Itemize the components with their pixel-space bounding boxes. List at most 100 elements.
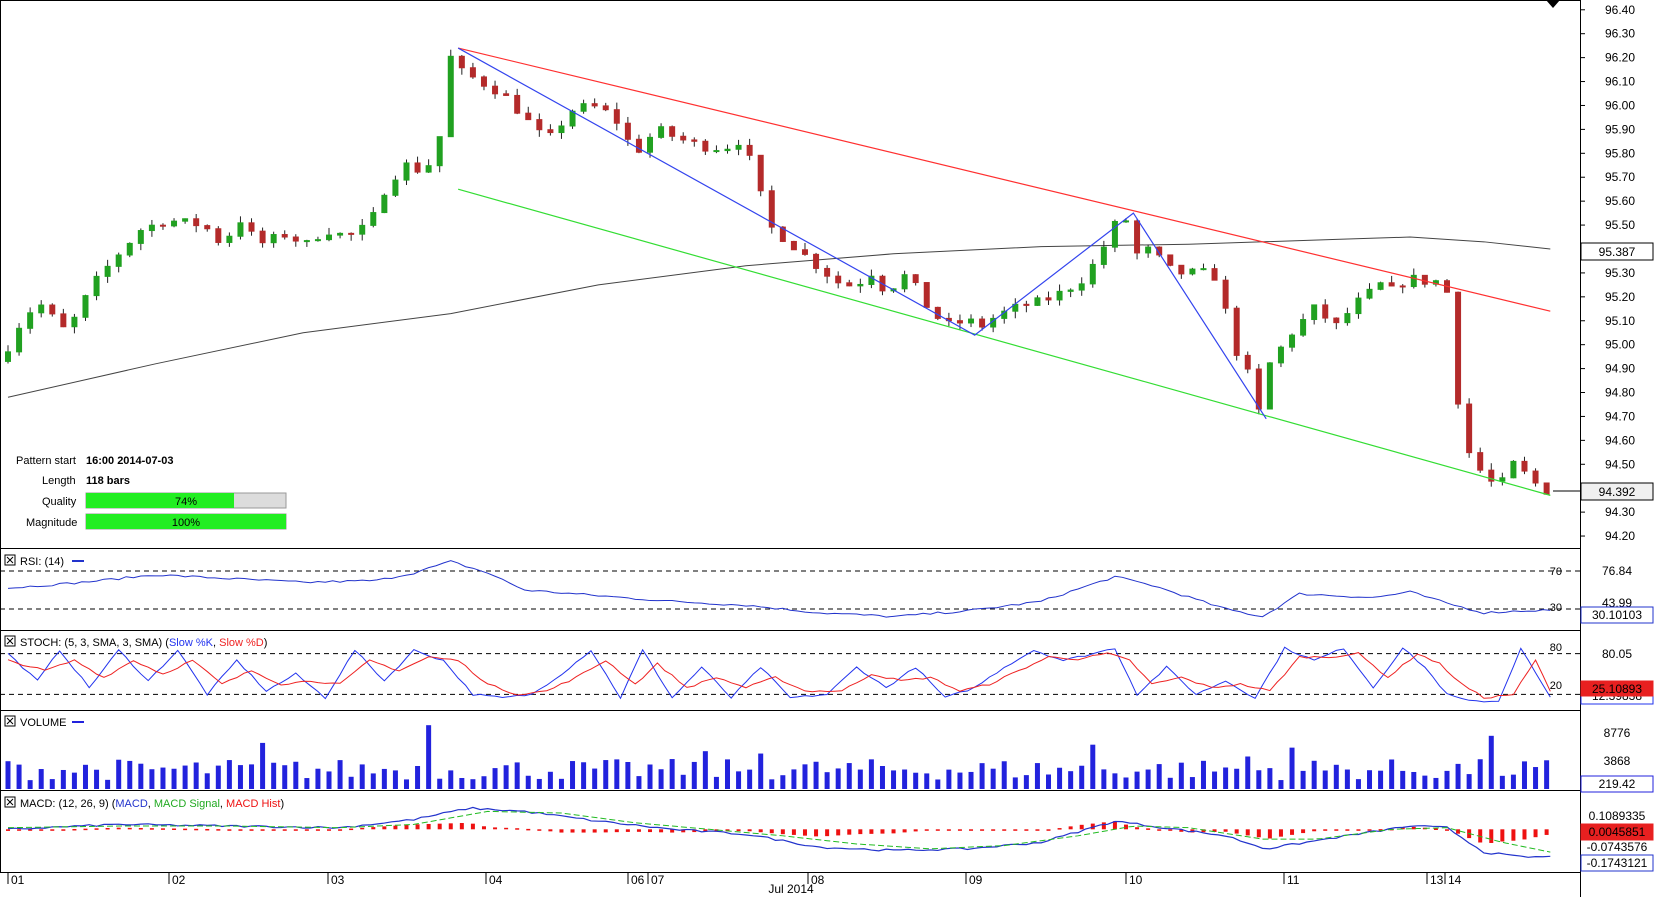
volume-bar [503,765,509,789]
time-tick-label: 14 [1448,873,1462,887]
bear-candle [292,236,299,242]
macd-scale-low: -0.0743576 [1587,840,1648,854]
macd-hist-bar [780,829,785,835]
time-tick-label: 04 [489,873,503,887]
macd-hist-bar [924,829,929,831]
volume-bar [592,768,598,789]
bear-candle [702,140,709,152]
macd-hist-bar [1090,823,1095,830]
price-tick-label: 95.20 [1605,290,1635,304]
rsi-toggle-icon[interactable] [4,554,16,566]
bear-candle [956,320,963,324]
price-tick-label: 95.50 [1605,218,1635,232]
time-tick-label: 13 [1430,873,1444,887]
bear-candle [824,267,831,277]
bear-candle [281,234,288,238]
volume-bar [348,776,354,789]
macd-hist-bar [481,826,486,830]
volume-bar [946,769,952,789]
volume-bar [636,776,642,789]
macd-value: -0.1743121 [1587,856,1648,870]
price-tick-label: 95.30 [1605,266,1635,280]
price-tick-label: 96.20 [1605,51,1635,65]
bear-candle [514,94,521,114]
bear-candle [1211,268,1218,281]
volume-bar [1057,767,1063,789]
bear-candle [669,126,676,137]
macd-toggle-icon[interactable] [4,796,16,808]
zigzag-line [457,47,1267,420]
price-tick-label: 95.70 [1605,170,1635,184]
volume-bar [1422,775,1428,789]
volume-bar [625,761,631,789]
scroll-marker-icon[interactable] [1546,0,1560,8]
macd-hist-bar [1168,829,1173,831]
volume-bar [127,760,133,789]
macd-hist-bar [6,829,10,831]
stoch-toggle-icon[interactable] [4,635,16,647]
bear-candle [1178,264,1185,275]
volume-bar [392,770,398,789]
volume-bar [1378,770,1384,789]
volume-bar [1090,744,1096,789]
volume-bar [1079,765,1085,789]
macd-hist-bar [548,829,553,832]
macd-hist-bar [1223,829,1228,832]
macd-hist-bar [725,829,730,832]
bear-candle [1233,307,1240,356]
macd-hist-bar [1345,829,1350,831]
macd-hist-bar [769,829,774,834]
bull-candle [658,126,665,138]
macd-hist-value: 0.0045851 [1589,825,1646,839]
volume-bar [38,769,44,789]
bear-candle [602,105,609,111]
bear-candle [348,232,355,235]
volume-toggle-icon[interactable] [4,715,16,727]
bear-candle [680,135,687,141]
bull-candle [735,144,742,150]
stoch-d-value: 25.10893 [1592,682,1642,696]
volume-bar [1510,774,1516,789]
volume-bar [249,764,255,789]
macd-hist-bar [1013,829,1018,831]
volume-bar [1156,764,1162,789]
volume-bar [1533,767,1539,789]
bull-candle [126,242,133,256]
bear-candle [1255,368,1262,410]
macd-hist-bar [758,829,763,833]
macd-hist-bar [1312,829,1317,832]
macd-hist-bar [205,828,210,831]
volume-bar [1046,774,1052,789]
bear-candle [912,274,919,284]
stoch-level-80: 80 [1550,642,1562,654]
bull-candle [137,230,144,244]
macd-hist-bar [858,829,863,835]
price-tick-label: 94.70 [1605,409,1635,423]
price-tick-label: 95.90 [1605,122,1635,136]
macd-hist-bar [1489,829,1494,843]
volume-bar [5,761,11,789]
bull-candle [381,194,388,214]
macd-hist-bar [648,829,653,833]
macd-hist-bar [670,829,675,833]
macd-hist-bar [1334,829,1339,831]
macd-hist-bar [260,829,265,831]
macd-hist-bar [1002,829,1007,831]
volume-bar [702,751,708,789]
macd-hist-bar [946,829,951,831]
volume-bar [547,771,553,789]
price-tick-label: 96.00 [1605,98,1635,112]
macd-hist-bar [603,829,608,833]
volume-bar [669,759,675,789]
macd-hist-bar [1046,829,1051,831]
time-tick-label: 06 [631,873,645,887]
rsi-panel-frame [0,548,1581,631]
macd-hist-bar [891,829,896,834]
bear-candle [60,313,67,328]
bull-candle [115,254,122,267]
volume-bar [879,766,885,789]
volume-bar [237,765,243,789]
macd-hist-bar [216,829,221,831]
bear-candle [414,162,421,173]
